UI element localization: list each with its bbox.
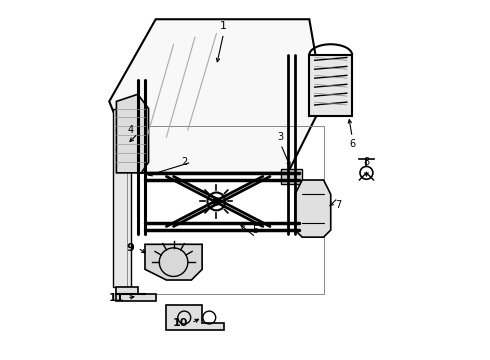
Text: 2: 2: [181, 157, 187, 167]
Text: 9: 9: [127, 243, 135, 253]
Text: 4: 4: [127, 125, 134, 135]
Polygon shape: [113, 109, 131, 287]
Text: 1: 1: [220, 21, 227, 31]
Polygon shape: [281, 169, 302, 184]
Text: 3: 3: [278, 132, 284, 142]
Polygon shape: [309, 55, 352, 116]
Polygon shape: [145, 244, 202, 280]
Text: 5: 5: [252, 225, 259, 235]
Polygon shape: [295, 180, 331, 237]
Text: 10: 10: [173, 318, 188, 328]
Text: 7: 7: [335, 200, 341, 210]
Circle shape: [213, 198, 220, 205]
Polygon shape: [167, 305, 223, 330]
Text: 6: 6: [349, 139, 355, 149]
Text: 11: 11: [109, 293, 124, 303]
Polygon shape: [117, 94, 148, 173]
Polygon shape: [117, 287, 156, 301]
Text: 8: 8: [364, 157, 369, 167]
Polygon shape: [109, 19, 323, 173]
